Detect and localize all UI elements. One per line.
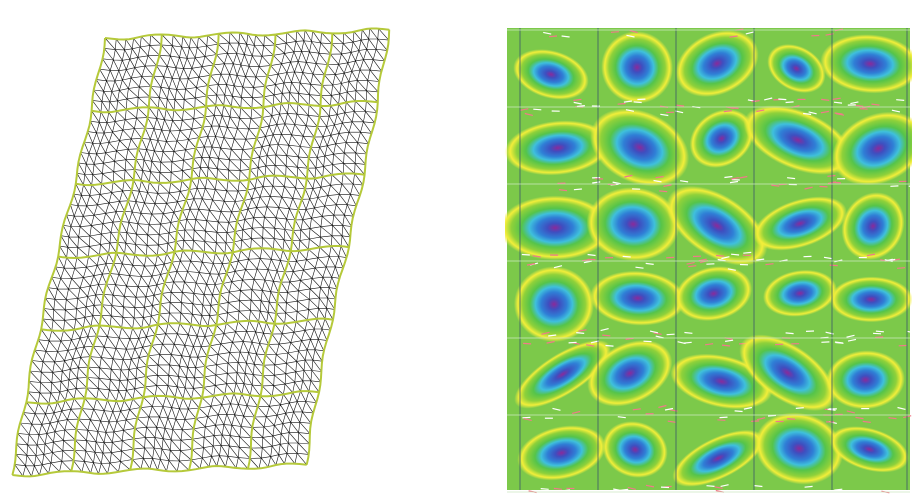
field-arrow bbox=[569, 342, 577, 343]
field-arrow bbox=[897, 268, 905, 269]
field-arrow bbox=[707, 486, 715, 487]
field-arrow bbox=[896, 100, 904, 101]
field-arrow bbox=[716, 256, 724, 257]
field-arrow bbox=[667, 334, 675, 335]
field-arrow bbox=[860, 109, 868, 110]
field-arrow bbox=[805, 486, 813, 487]
field-arrow bbox=[735, 411, 743, 412]
field-arrow bbox=[533, 109, 541, 110]
deformed-mesh bbox=[12, 29, 389, 477]
field-arrow bbox=[787, 419, 795, 420]
field-arrow bbox=[796, 408, 804, 409]
field-arrow bbox=[522, 255, 530, 256]
field-arrow bbox=[768, 415, 776, 416]
field-arrow bbox=[634, 102, 642, 103]
field-arrow bbox=[562, 490, 570, 491]
field-plot bbox=[499, 17, 912, 497]
field-arrow bbox=[684, 342, 692, 343]
field-arrow bbox=[602, 335, 610, 336]
field-arrow bbox=[827, 176, 835, 177]
field-arrow bbox=[833, 182, 841, 183]
field-arrow bbox=[576, 333, 584, 334]
field-arrow bbox=[720, 417, 728, 418]
field-arrow bbox=[611, 32, 619, 33]
field-arrow bbox=[873, 333, 881, 334]
field-blob bbox=[830, 276, 912, 322]
field-arrow bbox=[786, 333, 794, 334]
field-arrow bbox=[574, 189, 582, 190]
field-arrow bbox=[820, 186, 828, 187]
field-arrow bbox=[666, 257, 674, 258]
field-arrow bbox=[717, 420, 725, 421]
figure bbox=[0, 0, 912, 497]
field-arrow bbox=[786, 102, 794, 103]
mesh-cell-borders bbox=[12, 29, 389, 477]
field-arrow bbox=[830, 265, 838, 266]
field-arrow bbox=[549, 36, 557, 37]
field-arrow bbox=[778, 99, 786, 100]
field-arrow bbox=[684, 333, 692, 334]
field-arrow bbox=[751, 421, 759, 422]
field-arrow bbox=[659, 191, 667, 192]
field-arrow bbox=[541, 489, 549, 490]
field-arrow bbox=[523, 343, 531, 344]
field-arrow bbox=[876, 331, 884, 332]
field-arrow bbox=[618, 104, 626, 105]
field-arrow bbox=[623, 256, 631, 257]
field-arrow bbox=[743, 252, 751, 253]
field-arrow bbox=[606, 346, 614, 347]
field-arrow bbox=[731, 108, 739, 109]
field-arrow bbox=[875, 337, 883, 338]
field-arrow bbox=[731, 254, 739, 255]
